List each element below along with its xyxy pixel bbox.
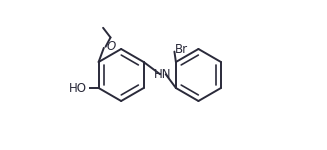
Text: Br: Br xyxy=(175,43,188,56)
Text: O: O xyxy=(107,40,116,53)
Text: HN: HN xyxy=(154,68,171,81)
Text: HO: HO xyxy=(69,81,87,94)
